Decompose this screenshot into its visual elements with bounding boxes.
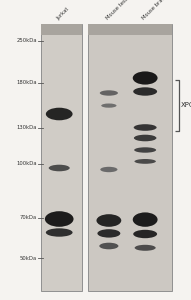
Text: Mouse brain: Mouse brain xyxy=(142,0,168,21)
Ellipse shape xyxy=(134,147,156,153)
Text: 100kDa: 100kDa xyxy=(16,161,37,166)
Ellipse shape xyxy=(46,228,73,237)
Bar xyxy=(88,24,172,35)
Text: 250kDa: 250kDa xyxy=(16,38,37,43)
Ellipse shape xyxy=(134,159,156,164)
Bar xyxy=(88,24,172,291)
Ellipse shape xyxy=(133,230,157,238)
Ellipse shape xyxy=(49,165,70,171)
Ellipse shape xyxy=(100,167,117,172)
Ellipse shape xyxy=(134,135,156,141)
Ellipse shape xyxy=(46,108,73,120)
Text: XPO6: XPO6 xyxy=(180,102,191,108)
Ellipse shape xyxy=(99,243,118,249)
Bar xyxy=(41,24,82,35)
Ellipse shape xyxy=(96,214,121,227)
Ellipse shape xyxy=(134,124,157,131)
Ellipse shape xyxy=(133,87,157,96)
Ellipse shape xyxy=(97,229,120,238)
Text: 180kDa: 180kDa xyxy=(16,80,37,85)
Ellipse shape xyxy=(135,245,156,251)
Bar xyxy=(41,24,82,291)
Ellipse shape xyxy=(101,103,117,108)
Text: Jurkat: Jurkat xyxy=(56,7,70,21)
Ellipse shape xyxy=(45,211,74,227)
Text: 130kDa: 130kDa xyxy=(16,125,37,130)
Ellipse shape xyxy=(133,71,158,85)
Text: Mouse testis: Mouse testis xyxy=(105,0,132,21)
Ellipse shape xyxy=(100,90,118,96)
Ellipse shape xyxy=(133,212,158,227)
Text: 70kDa: 70kDa xyxy=(20,215,37,220)
Text: 50kDa: 50kDa xyxy=(20,256,37,260)
